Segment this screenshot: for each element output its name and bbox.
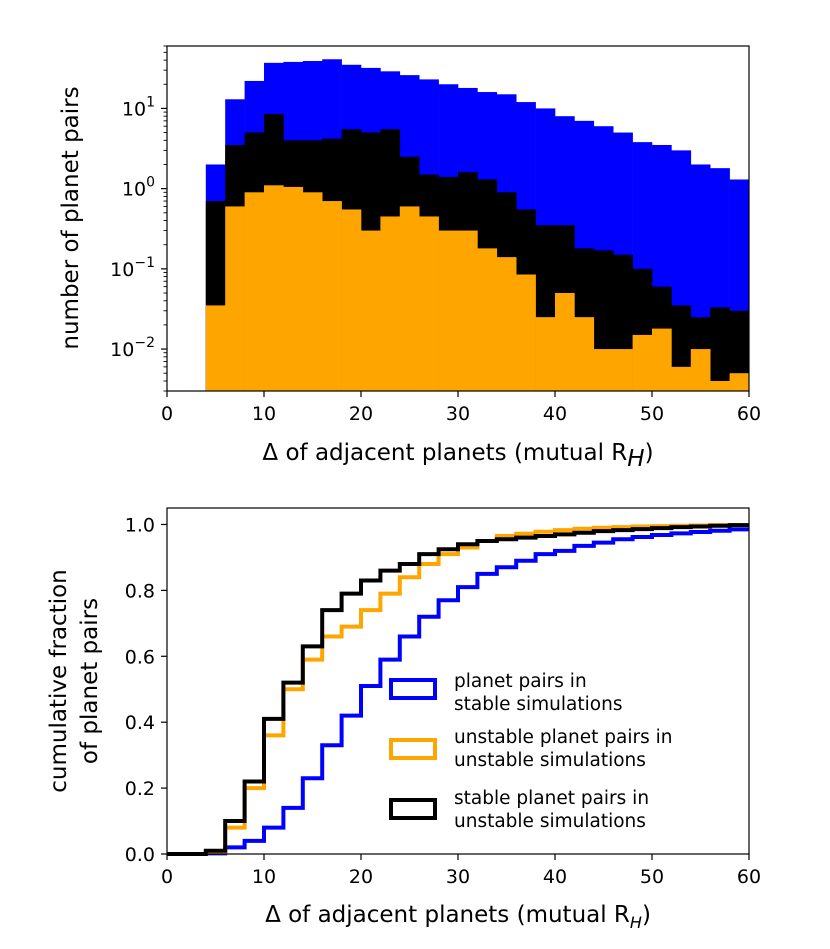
bottom-cumulative-panel: 0 10 20 30 40 50 60 0.0 0.2 0.4 0.6 0.8 1.0 Δ of ad… [46,507,761,932]
bar-unstable-pairs-12 [438,230,459,391]
legend-label-unstable-pairs-line1: unstable planet pairs in [454,727,673,748]
legend: planet pairs in stable simulations unsta… [389,671,673,832]
bottom-y-axis-label-line1: cumulative fraction [46,569,72,793]
legend-label-stable-pairs-line2: unstable simulations [454,811,646,832]
bar-unstable-pairs-7 [341,209,362,391]
bar-unstable-pairs-24 [671,366,692,391]
bottom-x-tick-label: 50 [640,866,664,888]
top-x-tick-label: 0 [161,403,173,425]
bar-unstable-pairs-2 [244,192,265,391]
bar-unstable-pairs-17 [535,317,556,391]
bottom-x-ticks: 0 10 20 30 40 50 60 [161,854,761,888]
bar-unstable-pairs-27 [729,373,750,391]
bar-unstable-pairs-22 [632,334,653,391]
top-x-ticks: 0 10 20 30 40 50 60 [161,391,761,425]
top-x-tick-label: 30 [446,403,470,425]
bar-unstable-pairs-13 [458,230,478,391]
bottom-x-tick-label: 0 [161,866,173,888]
cumulative-line-stable-pairs [167,523,749,856]
bottom-y-tick-label: 0.2 [125,778,155,800]
bar-unstable-pairs-14 [477,248,498,391]
bottom-y-tick-label: 0.4 [125,712,155,734]
bottom-cumulative-lines [167,523,749,856]
cumulative-line-stable-sims [167,527,749,856]
bar-unstable-pairs-0 [205,305,226,391]
bottom-x-tick-label: 30 [446,866,470,888]
bottom-y-ticks: 0.0 0.2 0.4 0.6 0.8 1.0 [125,514,167,866]
bottom-y-tick-label: 0.0 [125,844,155,866]
bar-unstable-pairs-21 [613,349,633,391]
bar-unstable-pairs-3 [264,185,284,391]
bottom-plot-background [167,508,749,854]
bottom-x-tick-label: 20 [349,866,373,888]
bottom-x-tick-label: 60 [737,866,761,888]
bar-unstable-pairs-5 [302,192,323,391]
top-y-tick-label: 10−2 [110,335,155,361]
bar-unstable-pairs-1 [225,206,245,391]
top-y-tick-label: 10−1 [110,255,155,281]
top-histogram-bars [205,59,750,392]
legend-swatch-stable-pairs [389,798,437,820]
bottom-y-tick-label: 0.6 [125,646,155,668]
top-y-axis-label: number of planet pairs [58,86,84,349]
bar-unstable-pairs-23 [652,328,672,391]
bar-unstable-pairs-25 [690,349,711,391]
legend-label-unstable-pairs-line2: unstable simulations [454,750,646,771]
bottom-y-axis-label-line2: of planet pairs [77,598,103,764]
top-histogram-panel: 0 10 20 30 40 50 60 101 100 10−1 10−2 Δ of adjace… [58,45,761,472]
bar-stable-pairs-27 [729,310,750,391]
top-x-tick-label: 40 [543,403,567,425]
bar-unstable-pairs-20 [593,349,614,391]
top-x-tick-label: 60 [737,403,761,425]
bottom-y-tick-label: 0.8 [125,580,155,602]
bar-unstable-pairs-6 [322,201,342,391]
legend-swatch-unstable-pairs [389,738,437,760]
top-y-ticks: 101 100 10−1 10−2 [110,45,167,392]
bottom-y-tick-label: 1.0 [125,514,155,536]
top-x-axis-label: Δ of adjacent planets (mutual RH) [262,440,653,472]
legend-label-stable-sims-line2: stable simulations [454,694,622,715]
top-y-tick-label: 100 [122,175,155,201]
bar-unstable-pairs-11 [419,216,439,391]
bottom-x-axis-label: Δ of adjacent planets (mutual RH) [265,902,651,932]
top-y-tick-label: 101 [122,94,155,120]
bar-unstable-pairs-9 [380,216,401,391]
bar-unstable-pairs-10 [399,206,420,391]
top-x-tick-label: 50 [640,403,664,425]
bottom-x-tick-label: 10 [252,866,276,888]
bar-unstable-pairs-4 [283,186,304,391]
top-x-tick-label: 20 [349,403,373,425]
bar-unstable-pairs-26 [710,380,730,391]
legend-label-stable-pairs-line1: stable planet pairs in [454,788,649,809]
bar-unstable-pairs-8 [361,230,381,391]
bar-unstable-pairs-19 [574,317,595,391]
legend-swatch-stable-sims [389,678,437,700]
bar-unstable-pairs-16 [516,274,536,391]
bottom-x-tick-label: 40 [543,866,567,888]
bar-unstable-pairs-18 [555,292,575,391]
top-x-tick-label: 10 [252,403,276,425]
bar-unstable-pairs-15 [496,257,517,391]
bar-stable-pairs-26 [710,307,730,391]
legend-label-stable-sims-line1: planet pairs in [454,671,587,692]
